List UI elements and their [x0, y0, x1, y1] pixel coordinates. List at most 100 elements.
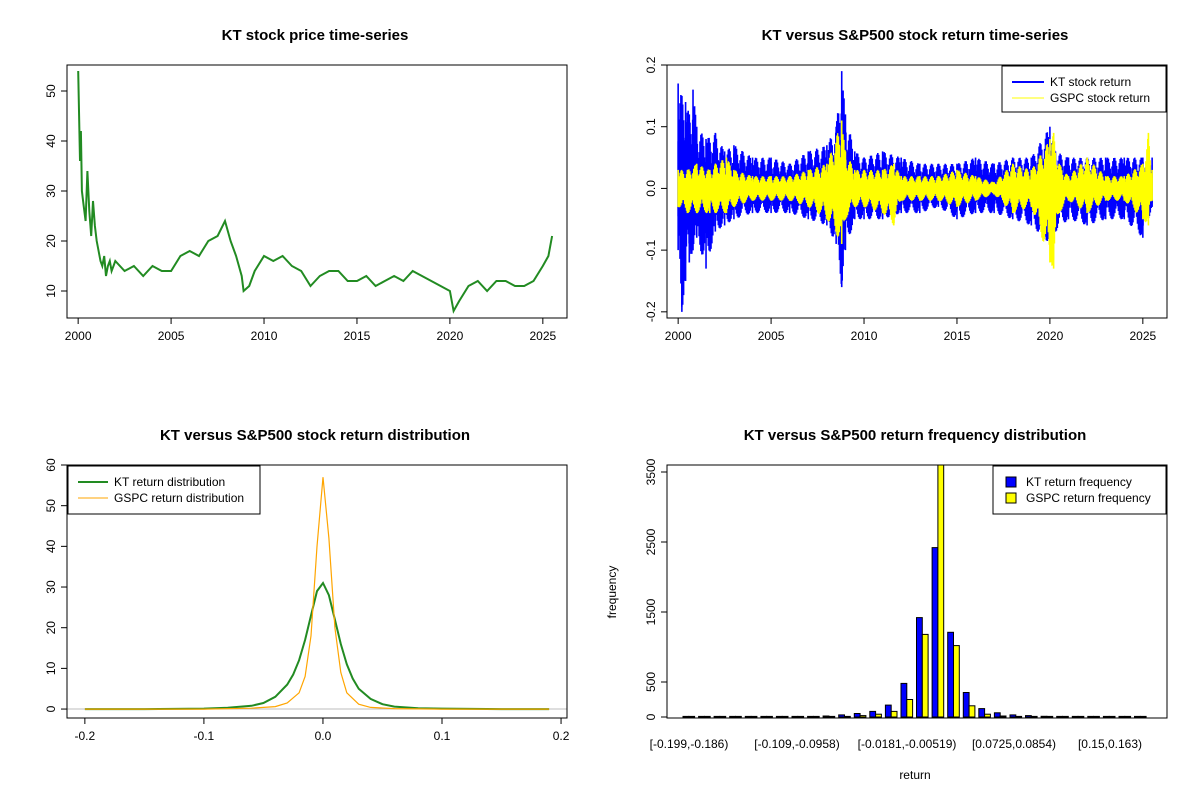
distribution-x-tick-label: 0.1 [434, 729, 451, 743]
panel-distribution: KT versus S&P500 stock return distributi… [44, 427, 570, 743]
kt-frequency-bar [884, 704, 892, 718]
panel-price: KT stock price time-series 2000 2005 2010 2… [44, 27, 568, 343]
distribution-y-tick-label: 30 [44, 580, 58, 594]
distribution-y-tick-label: 50 [44, 499, 58, 513]
price-y-tick-label: 10 [44, 284, 58, 298]
legend-box [67, 465, 261, 515]
price-x-tick-label: 2025 [529, 329, 556, 343]
kt-frequency-bar [1134, 715, 1141, 718]
price-y-tick-label: 30 [44, 184, 58, 198]
gspc-frequency-bar [750, 715, 758, 718]
frequency-x-tick-label: [-0.109,-0.0958) [754, 737, 839, 751]
gspc-frequency-bar [703, 715, 711, 718]
frequency-y-tick-label: 3500 [644, 458, 658, 485]
kt-frequency-bar [947, 631, 955, 718]
legend-box [1001, 65, 1167, 113]
kt-frequency-bar [900, 682, 908, 718]
kt-density-line [84, 581, 550, 711]
distribution-x-tick-label: 0.0 [315, 729, 332, 743]
panel-return-series: KT versus S&P500 stock return time-serie… [644, 27, 1168, 343]
return-series-title: KT versus S&P500 stock return time-serie… [762, 27, 1069, 44]
gspc-frequency-bar [1108, 715, 1116, 718]
gspc-frequency-bar [953, 645, 960, 718]
frequency-y-tick-label: 0 [644, 713, 658, 720]
kt-frequency-bar [1056, 715, 1063, 718]
price-y-tick-label: 50 [44, 84, 58, 98]
gspc-frequency-bar [719, 715, 727, 718]
kt-frequency-bar [993, 712, 1001, 718]
legend-label-kt-return: KT stock return [1050, 75, 1131, 89]
distribution-x-tick-label: -0.1 [194, 729, 215, 743]
gspc-frequency-bar [984, 713, 991, 718]
price-x-tick-label: 2020 [437, 329, 464, 343]
gspc-frequency-bar [1030, 715, 1038, 718]
price-y-tick-label: 40 [44, 134, 58, 148]
distribution-x-tick-label: 0.2 [553, 729, 570, 743]
frequency-xlabel: return [899, 768, 930, 782]
kt-frequency-bar [869, 710, 877, 718]
frequency-y-tick-label: 1500 [644, 598, 658, 625]
distribution-y-tick-label: 60 [44, 458, 58, 472]
return-series-y-tick-label: 0.1 [644, 118, 658, 135]
gspc-frequency-bar [859, 715, 867, 718]
return-series-y-tick-label: 0.2 [644, 56, 658, 73]
kt-frequency-bar [713, 715, 721, 718]
kt-frequency-bar [1025, 715, 1032, 718]
price-x-tick-label: 2005 [158, 329, 185, 343]
gspc-frequency-bar [1139, 715, 1147, 718]
legend-label-gspc-return: GSPC stock return [1050, 91, 1150, 105]
return-series-y-tick-label: -0.2 [644, 301, 658, 322]
kt-frequency-bar [729, 715, 737, 718]
legend-label-kt-distribution: KT return distribution [114, 475, 225, 489]
kt-frequency-bar [791, 715, 799, 718]
legend-swatch-gspc-frequency [1005, 492, 1017, 504]
frequency-title: KT versus S&P500 return frequency distri… [744, 427, 1087, 444]
price-x-tick-label: 2015 [344, 329, 371, 343]
return-series-y-tick-label: 0.0 [644, 180, 658, 197]
return-series-x-tick-label: 2020 [1037, 329, 1064, 343]
kt-frequency-bar [1040, 715, 1048, 718]
return-series-x-tick-label: 2005 [758, 329, 785, 343]
gspc-frequency-bar [1015, 715, 1023, 718]
frequency-x-tick-label: [-0.199,-0.186) [650, 737, 729, 751]
legend-label-kt-frequency: KT return frequency [1026, 475, 1132, 489]
kt-frequency-bar [1071, 715, 1079, 718]
price-x-tick-label: 2010 [251, 329, 278, 343]
frequency-x-tick-label: [-0.0181,-0.00519) [858, 737, 957, 751]
distribution-y-tick-label: 20 [44, 621, 58, 635]
distribution-x-tick-label: -0.2 [75, 729, 96, 743]
gspc-frequency-bar [890, 710, 898, 718]
gspc-frequency-bar [906, 699, 914, 718]
gspc-frequency-bar [1077, 715, 1085, 718]
price-series-line [77, 70, 554, 314]
kt-frequency-bar [1102, 715, 1110, 718]
kt-frequency-bar [1087, 715, 1095, 718]
gspc-frequency-bar [968, 705, 976, 718]
return-series-x-tick-label: 2000 [665, 329, 692, 343]
gspc-frequency-bar [688, 715, 696, 718]
return-series-legend: KT stock return GSPC stock return [1001, 65, 1167, 113]
gspc-frequency-bar [999, 715, 1007, 718]
gspc-frequency-bar [844, 715, 851, 718]
gspc-frequency-bar [937, 464, 945, 718]
price-y-tick-label: 20 [44, 234, 58, 248]
legend-box [992, 465, 1167, 515]
frequency-x-tick-label: [0.0725,0.0854) [972, 737, 1056, 751]
gspc-frequency-bar [828, 715, 836, 718]
distribution-legend: KT return distribution GSPC return distr… [67, 465, 261, 515]
kt-frequency-bar [1118, 715, 1126, 718]
gspc-density-line [84, 477, 550, 710]
frequency-legend: KT return frequency GSPC return frequenc… [992, 465, 1167, 515]
return-series-x-tick-label: 2015 [944, 329, 971, 343]
kt-frequency-bar [682, 715, 690, 718]
return-series-y-tick-label: -0.1 [644, 239, 658, 260]
frequency-y-tick-label: 500 [644, 672, 658, 692]
gspc-frequency-bar [735, 715, 742, 718]
kt-frequency-bar [962, 692, 970, 718]
legend-label-gspc-frequency: GSPC return frequency [1026, 491, 1151, 505]
kt-frequency-bar [822, 715, 830, 718]
distribution-y-tick-label: 10 [44, 661, 58, 675]
kt-frequency-bar [853, 713, 861, 718]
gspc-frequency-bar [797, 715, 805, 718]
